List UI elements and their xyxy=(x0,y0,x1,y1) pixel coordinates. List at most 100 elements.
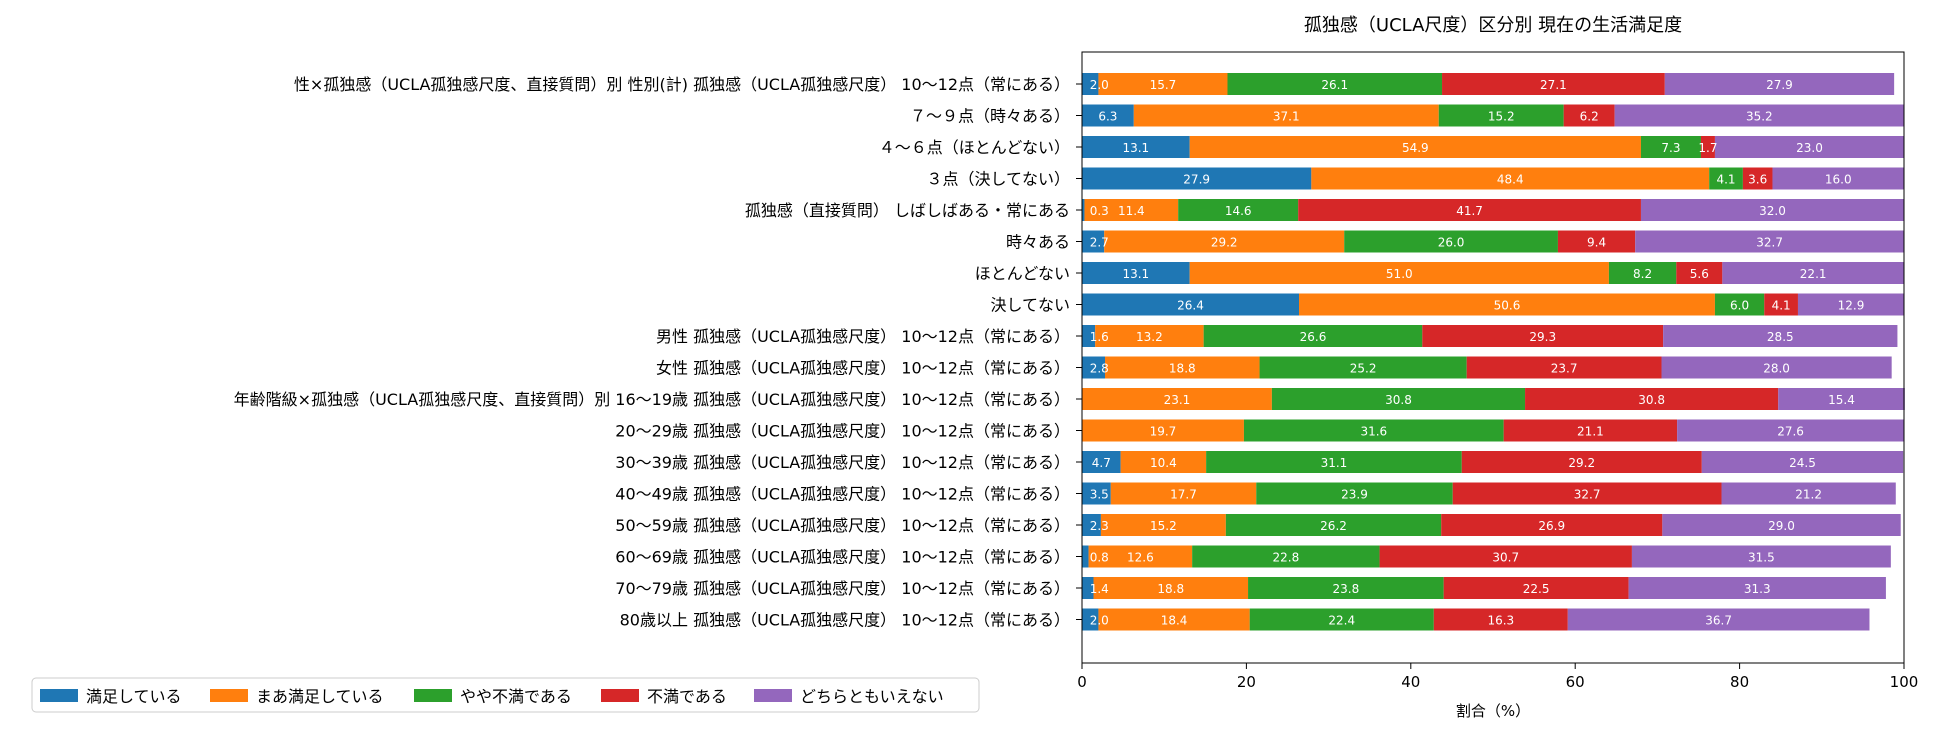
bar-segment xyxy=(1098,608,1250,631)
y-tick-label: 年齢階級×孤独感（UCLA孤独感尺度、直接質問）別 16～19歳 孤独感（UCL… xyxy=(234,390,1070,409)
data-label: 15.7 xyxy=(1150,78,1177,92)
data-label: 15.2 xyxy=(1150,519,1177,533)
bar-segment xyxy=(1133,104,1439,127)
data-label: 23.7 xyxy=(1551,362,1578,376)
legend-box xyxy=(31,677,980,713)
data-label: 4.1 xyxy=(1716,173,1735,187)
chart-title: 孤独感（UCLA尺度）区分別 現在の生活満足度 xyxy=(1304,15,1682,36)
y-tick-label: 70～79歳 孤独感（UCLA孤独感尺度） 10～12点（常にある） xyxy=(615,579,1070,598)
y-tick-label: 性×孤独感（UCLA孤独感尺度、直接質問）別 性別(計) 孤独感（UCLA孤独感… xyxy=(294,75,1070,94)
data-label: 25.2 xyxy=(1350,362,1377,376)
x-tick-label: 60 xyxy=(1566,673,1585,691)
data-label: 2.7 xyxy=(1090,236,1109,250)
bar-segment xyxy=(1259,356,1467,379)
bar-segment xyxy=(1441,514,1663,536)
data-label: 12.9 xyxy=(1838,299,1865,313)
bar-segment xyxy=(1557,230,1636,253)
data-label: 37.1 xyxy=(1273,110,1300,124)
data-label: 1.7 xyxy=(1698,141,1717,155)
legend: 満足している まあ満足している やや不満である 不満である どちらともいえない xyxy=(31,677,980,713)
data-label: 31.6 xyxy=(1360,425,1387,439)
bar-segment xyxy=(1189,262,1609,284)
bar-segment xyxy=(1082,451,1121,473)
data-label: 4.7 xyxy=(1092,456,1111,470)
bar-segment xyxy=(1082,230,1105,253)
bar-segment xyxy=(1714,293,1765,316)
legend-label: 不満である xyxy=(647,687,727,706)
bar-segment xyxy=(1443,577,1629,599)
data-label: 41.7 xyxy=(1456,204,1483,218)
data-label: 26.6 xyxy=(1300,330,1327,344)
bar-segment xyxy=(1640,199,1904,221)
bar-segment xyxy=(1640,136,1701,158)
x-tick-label: 0 xyxy=(1077,673,1087,691)
data-label: 31.5 xyxy=(1748,551,1775,565)
data-label: 0.3 xyxy=(1090,204,1109,218)
bar-segment xyxy=(1243,419,1504,442)
data-label: 22.8 xyxy=(1272,551,1299,565)
data-label: 6.2 xyxy=(1580,110,1599,124)
data-label: 29.3 xyxy=(1529,330,1556,344)
bar-segment xyxy=(1095,325,1204,347)
bar-segment xyxy=(1700,136,1715,158)
legend-swatch xyxy=(754,689,792,702)
bar-segment xyxy=(1344,230,1558,253)
y-tick-label: ７～９点（時々ある） xyxy=(910,107,1070,126)
y-tick-label: 時々ある xyxy=(1006,233,1070,252)
bar-segment xyxy=(1082,514,1101,536)
data-label: 2.3 xyxy=(1090,519,1109,533)
data-label: 30.7 xyxy=(1492,551,1519,565)
bar-segment xyxy=(1189,136,1641,158)
legend-swatch xyxy=(601,689,639,702)
data-label: 15.2 xyxy=(1488,110,1515,124)
data-label: 23.0 xyxy=(1796,141,1823,155)
bar-segment xyxy=(1635,230,1904,253)
bar-segment xyxy=(1098,73,1228,95)
bar-segment xyxy=(1663,325,1898,347)
bar-segment xyxy=(1082,73,1099,95)
data-label: 18.8 xyxy=(1169,362,1196,376)
data-label: 11.4 xyxy=(1118,204,1145,218)
bar-segment xyxy=(1082,545,1089,568)
data-label: 29.2 xyxy=(1211,236,1238,250)
bar-segment xyxy=(1082,262,1190,284)
data-label: 27.1 xyxy=(1540,78,1567,92)
data-label: 27.9 xyxy=(1766,78,1793,92)
bar-segment xyxy=(1271,388,1526,410)
data-label: 10.4 xyxy=(1150,456,1177,470)
data-label: 3.5 xyxy=(1090,488,1109,502)
data-label: 16.3 xyxy=(1487,614,1514,628)
bar-segment xyxy=(1104,230,1345,253)
data-label: 17.7 xyxy=(1170,488,1197,502)
bar-segment xyxy=(1178,199,1299,221)
bar-segment xyxy=(1105,356,1260,379)
bar-segment xyxy=(1433,608,1568,631)
bar-segment xyxy=(1677,419,1904,442)
bar-segment xyxy=(1631,545,1891,568)
bar-segment xyxy=(1206,451,1462,473)
bar-segment xyxy=(1088,545,1193,568)
data-label: 48.4 xyxy=(1497,173,1524,187)
y-tick-label: 決してない xyxy=(990,296,1070,315)
data-label: 54.9 xyxy=(1402,141,1429,155)
data-label: 1.6 xyxy=(1090,330,1109,344)
data-label: 14.6 xyxy=(1225,204,1252,218)
bar-segment xyxy=(1298,199,1641,221)
data-label: 13.1 xyxy=(1122,141,1149,155)
bar-segment xyxy=(1661,356,1892,379)
data-label: 51.0 xyxy=(1386,267,1413,281)
bar-segment xyxy=(1082,608,1099,631)
legend-label: まあ満足している xyxy=(256,687,384,706)
data-label: 6.0 xyxy=(1730,299,1749,313)
data-label: 15.4 xyxy=(1828,393,1855,407)
bar-segment xyxy=(1082,199,1085,221)
data-label: 26.4 xyxy=(1177,299,1204,313)
data-label: 2.8 xyxy=(1090,362,1109,376)
y-tick-label: 男性 孤独感（UCLA孤独感尺度） 10～12点（常にある） xyxy=(656,327,1070,346)
y-tick-label: 女性 孤独感（UCLA孤独感尺度） 10～12点（常にある） xyxy=(656,359,1070,378)
legend-label: やや不満である xyxy=(460,687,572,706)
bar-segment xyxy=(1664,73,1895,95)
data-label: 27.6 xyxy=(1777,425,1804,439)
legend-swatch xyxy=(414,689,452,702)
data-label: 36.7 xyxy=(1705,614,1732,628)
